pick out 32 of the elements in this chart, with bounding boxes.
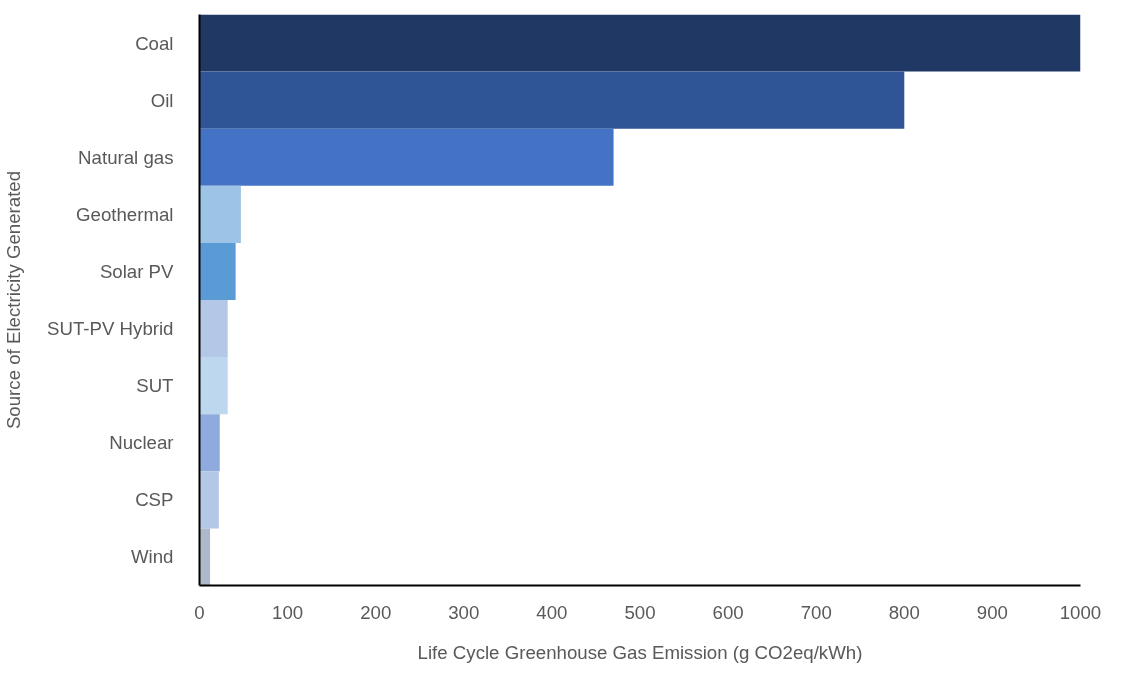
x-tick-label: 100 bbox=[272, 601, 304, 623]
x-tick-label: 800 bbox=[888, 601, 920, 623]
y-axis-title: Source of Electricity Generated bbox=[3, 170, 25, 430]
bar bbox=[199, 471, 219, 529]
y-tick-label: Oil bbox=[150, 89, 174, 111]
y-tick-label: Natural gas bbox=[78, 146, 174, 168]
y-tick-label: Wind bbox=[131, 546, 174, 568]
y-tick-label: Solar PV bbox=[99, 260, 175, 282]
bar bbox=[199, 300, 228, 358]
x-tick-label: 0 bbox=[194, 601, 205, 623]
bar bbox=[199, 357, 228, 415]
bar bbox=[199, 71, 905, 129]
y-tick-label: SUT bbox=[136, 375, 174, 397]
y-tick-label: Nuclear bbox=[109, 432, 174, 454]
x-tick-label: 500 bbox=[624, 601, 656, 623]
x-tick-label: 700 bbox=[800, 601, 832, 623]
y-tick-label: SUT-PV Hybrid bbox=[47, 318, 174, 340]
bar bbox=[199, 14, 1081, 72]
x-tick-label: 300 bbox=[448, 601, 480, 623]
x-tick-label: 400 bbox=[536, 601, 568, 623]
y-tick-label: Coal bbox=[135, 32, 174, 54]
x-tick-label: 600 bbox=[712, 601, 744, 623]
bar bbox=[199, 185, 241, 243]
bar bbox=[199, 414, 220, 472]
y-tick-label: CSP bbox=[135, 489, 174, 511]
bar bbox=[199, 242, 236, 300]
y-tick-label: Geothermal bbox=[76, 203, 174, 225]
x-tick-label: 200 bbox=[360, 601, 392, 623]
x-tick-label: 1000 bbox=[1059, 601, 1102, 623]
bar bbox=[199, 128, 614, 186]
x-axis-title: Life Cycle Greenhouse Gas Emission (g CO2eq/kWh) bbox=[417, 641, 863, 663]
x-tick-label: 900 bbox=[976, 601, 1008, 623]
